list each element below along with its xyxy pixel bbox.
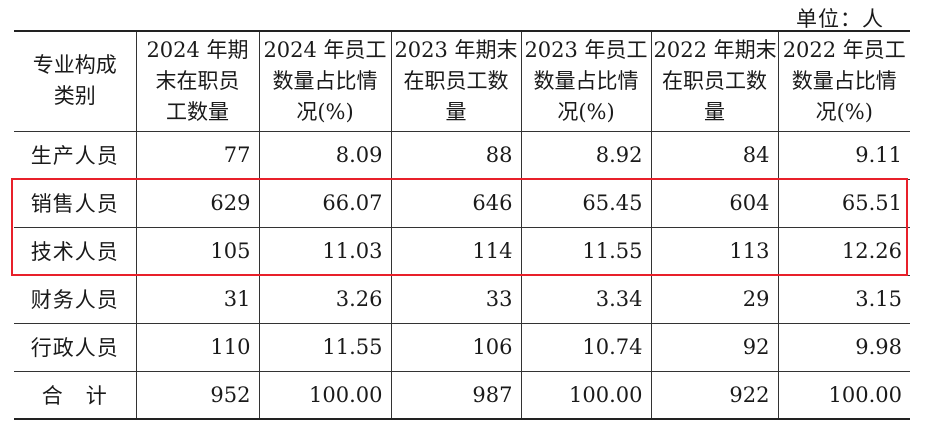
table-cell: 33 (390, 274, 522, 324)
table-cell: 105 (135, 226, 260, 276)
header-line: 在职员工数 (662, 68, 767, 93)
table-cell: 100.00 (520, 370, 652, 420)
header-2024-ratio: 2024 年员工 数量占比情 况(%) (258, 30, 392, 132)
table-cell: 9.98 (777, 322, 910, 372)
table-cell: 114 (390, 226, 522, 276)
staff-composition-table: 专业构成 类别 2024 年期 末在职员 工数量 2024 年员工 数量占比情 … (14, 30, 910, 420)
table-cell: 987 (390, 370, 522, 420)
table-cell: 66.07 (258, 178, 392, 228)
table-cell: 629 (135, 178, 260, 228)
table-cell: 77 (135, 130, 260, 180)
header-line: 况(%) (296, 99, 354, 124)
table-cell: 100.00 (777, 370, 910, 420)
row-category-cell: 销售人员 (14, 178, 137, 228)
table-cell: 12.26 (777, 226, 910, 276)
table-cell: 110 (135, 322, 260, 372)
total-row: 合 计 952 100.00 987 100.00 922 100.00 (14, 370, 910, 420)
table-cell: 113 (650, 226, 779, 276)
table-cell: 84 (650, 130, 779, 180)
table-cell: 952 (135, 370, 260, 420)
row-category-cell: 生产人员 (14, 130, 137, 180)
unit-label: 单位：人 (796, 7, 884, 31)
header-line: 2023 年员工 (524, 37, 648, 62)
header-line: 在职员工数 (403, 68, 509, 93)
header-line: 数量占比情 (272, 68, 378, 93)
row-category-cell: 合 计 (14, 370, 137, 420)
table-cell: 922 (650, 370, 779, 420)
table-cell: 10.74 (520, 322, 652, 372)
table-cell: 3.26 (258, 274, 392, 324)
row-category-cell: 财务人员 (14, 274, 137, 324)
table-row: 财务人员 31 3.26 33 3.34 29 3.15 (14, 274, 910, 324)
table-cell: 604 (650, 178, 779, 228)
header-line: 类别 (53, 84, 96, 109)
header-2023-ratio: 2023 年员工 数量占比情 况(%) (520, 30, 652, 132)
row-category-cell: 技术人员 (14, 226, 137, 276)
table-row: 销售人员 629 66.07 646 65.45 604 65.51 (14, 178, 910, 228)
header-line: 况(%) (815, 99, 873, 124)
header-2022-ratio: 2022 年员工 数量占比情 况(%) (777, 30, 910, 132)
table-cell: 31 (135, 274, 260, 324)
table-cell: 100.00 (258, 370, 392, 420)
header-line: 数量占比情 (791, 68, 897, 93)
header-2023-count: 2023 年期末 在职员工数 量 (390, 30, 522, 132)
header-line: 2022 年期末 (653, 37, 777, 62)
table-row: 行政人员 110 11.55 106 10.74 92 9.98 (14, 322, 910, 372)
table-cell: 3.34 (520, 274, 652, 324)
table-cell: 11.03 (258, 226, 392, 276)
table-cell: 8.09 (258, 130, 392, 180)
header-line: 量 (445, 99, 467, 124)
table-cell: 9.11 (777, 130, 910, 180)
table-cell: 11.55 (520, 226, 652, 276)
header-row: 专业构成 类别 2024 年期 末在职员 工数量 2024 年员工 数量占比情 … (14, 30, 910, 132)
table-cell: 8.92 (520, 130, 652, 180)
header-line: 数量占比情 (533, 68, 639, 93)
header-line: 工数量 (166, 99, 229, 124)
header-2022-count: 2022 年期末 在职员工数 量 (650, 30, 779, 132)
header-line: 末在职员 (155, 68, 240, 93)
header-category: 专业构成 类别 (14, 30, 137, 132)
table-cell: 92 (650, 322, 779, 372)
table-cell: 29 (650, 274, 779, 324)
header-line: 量 (704, 99, 725, 124)
table-cell: 65.51 (777, 178, 910, 228)
table-cell: 646 (390, 178, 522, 228)
table-cell: 106 (390, 322, 522, 372)
header-line: 2023 年期末 (394, 37, 518, 62)
header-2024-count: 2024 年期 末在职员 工数量 (135, 30, 260, 132)
header-line: 况(%) (557, 99, 615, 124)
table-row: 技术人员 105 11.03 114 11.55 113 12.26 (14, 226, 910, 276)
table-cell: 88 (390, 130, 522, 180)
table-cell: 3.15 (777, 274, 910, 324)
row-category-cell: 行政人员 (14, 322, 137, 372)
header-line: 2024 年期 (146, 37, 249, 62)
table-row: 生产人员 77 8.09 88 8.92 84 9.11 (14, 130, 910, 180)
table-cell: 11.55 (258, 322, 392, 372)
header-line: 2022 年员工 (782, 37, 906, 62)
table-cell: 65.45 (520, 178, 652, 228)
header-line: 2024 年员工 (263, 37, 387, 62)
header-line: 专业构成 (32, 53, 117, 78)
